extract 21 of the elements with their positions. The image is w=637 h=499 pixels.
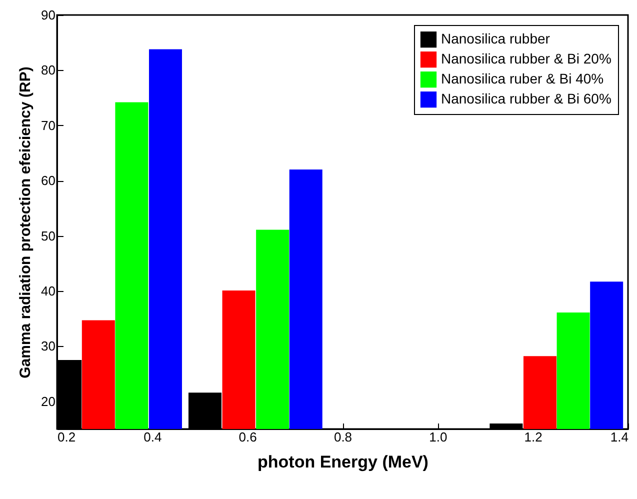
x-tick-label: 0.4 bbox=[144, 430, 162, 444]
y-tick-label: 60 bbox=[41, 173, 56, 188]
y-tick-label: 70 bbox=[41, 118, 56, 133]
x-axis-title: photon Energy (MeV) bbox=[258, 452, 428, 472]
legend-label: Nanosilica rubber & Bi 60% bbox=[441, 90, 612, 106]
legend-label: Nanosilica rubber bbox=[441, 30, 550, 46]
y-tick-label: 90 bbox=[41, 8, 56, 22]
legend-label: Nanosilica ruber & Bi 40% bbox=[441, 70, 604, 86]
y-tick-label: 40 bbox=[41, 284, 56, 298]
x-tick-label: 1.0 bbox=[429, 430, 448, 444]
y-tick-label: 50 bbox=[41, 228, 56, 244]
x-tick-label: 0.6 bbox=[238, 430, 257, 444]
y-tick-label: 80 bbox=[41, 62, 56, 78]
y-tick-label: 20 bbox=[41, 394, 56, 409]
y-tick-label: 30 bbox=[41, 338, 56, 354]
x-tick-label: 0.8 bbox=[334, 430, 352, 444]
x-tick-label: 0.2 bbox=[58, 430, 76, 444]
y-axis-title: Gamma radiation protection efeiciency (RP) bbox=[17, 66, 34, 378]
legend-label: Nanosilica rubber & Bi 20% bbox=[441, 50, 612, 66]
x-tick-label: 1.4 bbox=[610, 430, 628, 444]
x-tick-label: 1.2 bbox=[524, 430, 542, 444]
